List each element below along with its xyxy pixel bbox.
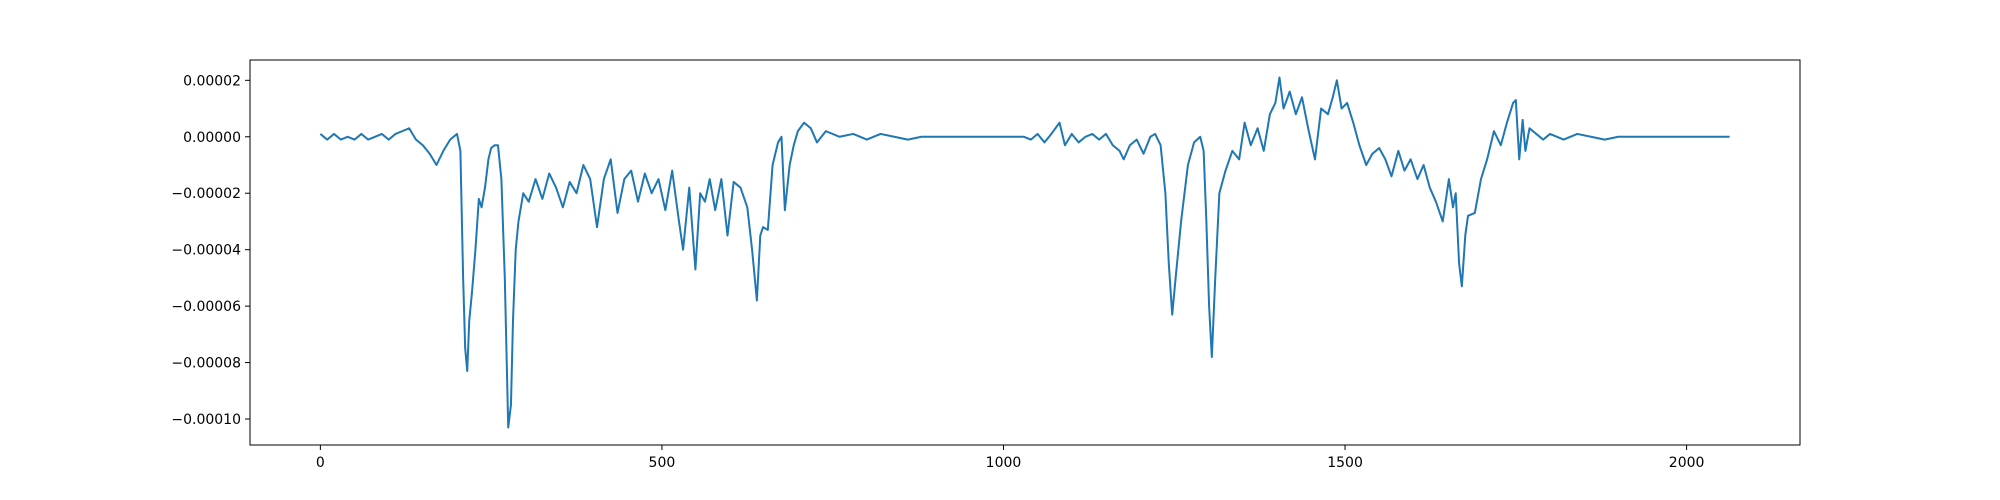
y-tick-label: 0.00002 (183, 73, 241, 89)
data-line (319, 76, 1730, 429)
x-tick-label: 2000 (1669, 455, 1705, 471)
x-tick-label: 0 (316, 455, 325, 471)
y-tick-label: −0.00008 (171, 356, 241, 372)
x-tick-label: 500 (649, 455, 676, 471)
x-tick-label: 1000 (986, 455, 1022, 471)
y-tick-label: −0.00002 (171, 186, 241, 202)
axes-frame (249, 59, 1801, 446)
y-tick-label: 0.00000 (183, 130, 241, 146)
x-tick-label: 1500 (1327, 455, 1363, 471)
y-tick-label: −0.00006 (171, 299, 241, 315)
y-tick-label: −0.00010 (171, 412, 241, 428)
y-tick-label: −0.00004 (171, 243, 241, 259)
